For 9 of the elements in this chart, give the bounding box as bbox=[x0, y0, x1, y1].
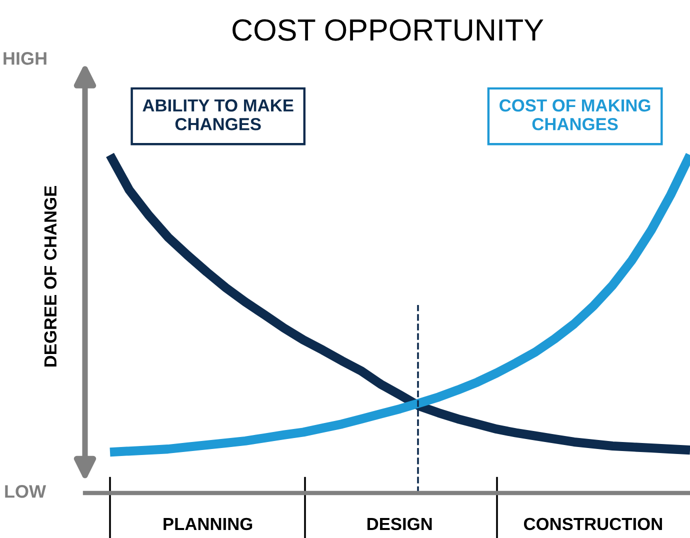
text: HIGH bbox=[4, 52, 46, 65]
text: CONSTRUCTION bbox=[524, 518, 662, 530]
text: ABILITY TO MAKE CHANGES bbox=[142, 99, 294, 130]
text: DESIGN bbox=[367, 518, 432, 530]
text: COST OF MAKING CHANGES bbox=[500, 99, 650, 130]
chart-title: COST OPPORTUNITY bbox=[232, 19, 544, 41]
text: PLANNING bbox=[164, 518, 252, 530]
text: LOW bbox=[5, 485, 46, 498]
y-axis-title: DEGREE OF CHANGE bbox=[44, 186, 57, 366]
